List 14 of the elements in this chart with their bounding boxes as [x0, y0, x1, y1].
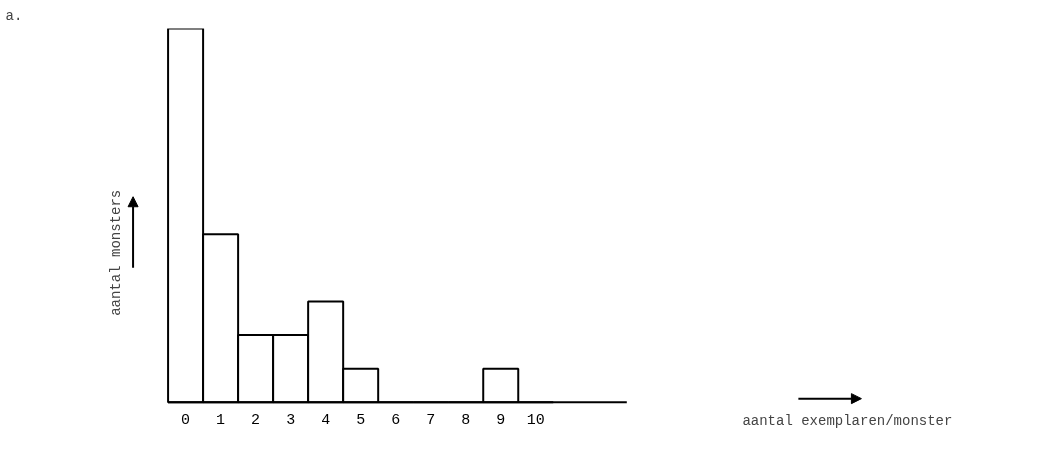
x-tick-label: 1: [216, 412, 226, 430]
x-tick-label: 7: [426, 412, 436, 430]
x-tick-label: 10: [526, 412, 545, 430]
y-axis-title: aantal monsters: [107, 189, 124, 316]
x-tick-label: 4: [321, 412, 331, 430]
x-tick-label: 3: [286, 412, 296, 430]
text: a.: [5, 7, 23, 24]
x-tick-label: 0: [181, 412, 191, 430]
text: aantal exemplaren/monster: [742, 413, 953, 430]
x-tick-label: 9: [496, 412, 506, 430]
x-tick-label: 2: [251, 412, 261, 430]
x-tick-label: 5: [356, 412, 366, 430]
x-tick-label: 8: [461, 412, 471, 430]
x-tick-label: 6: [391, 412, 401, 430]
